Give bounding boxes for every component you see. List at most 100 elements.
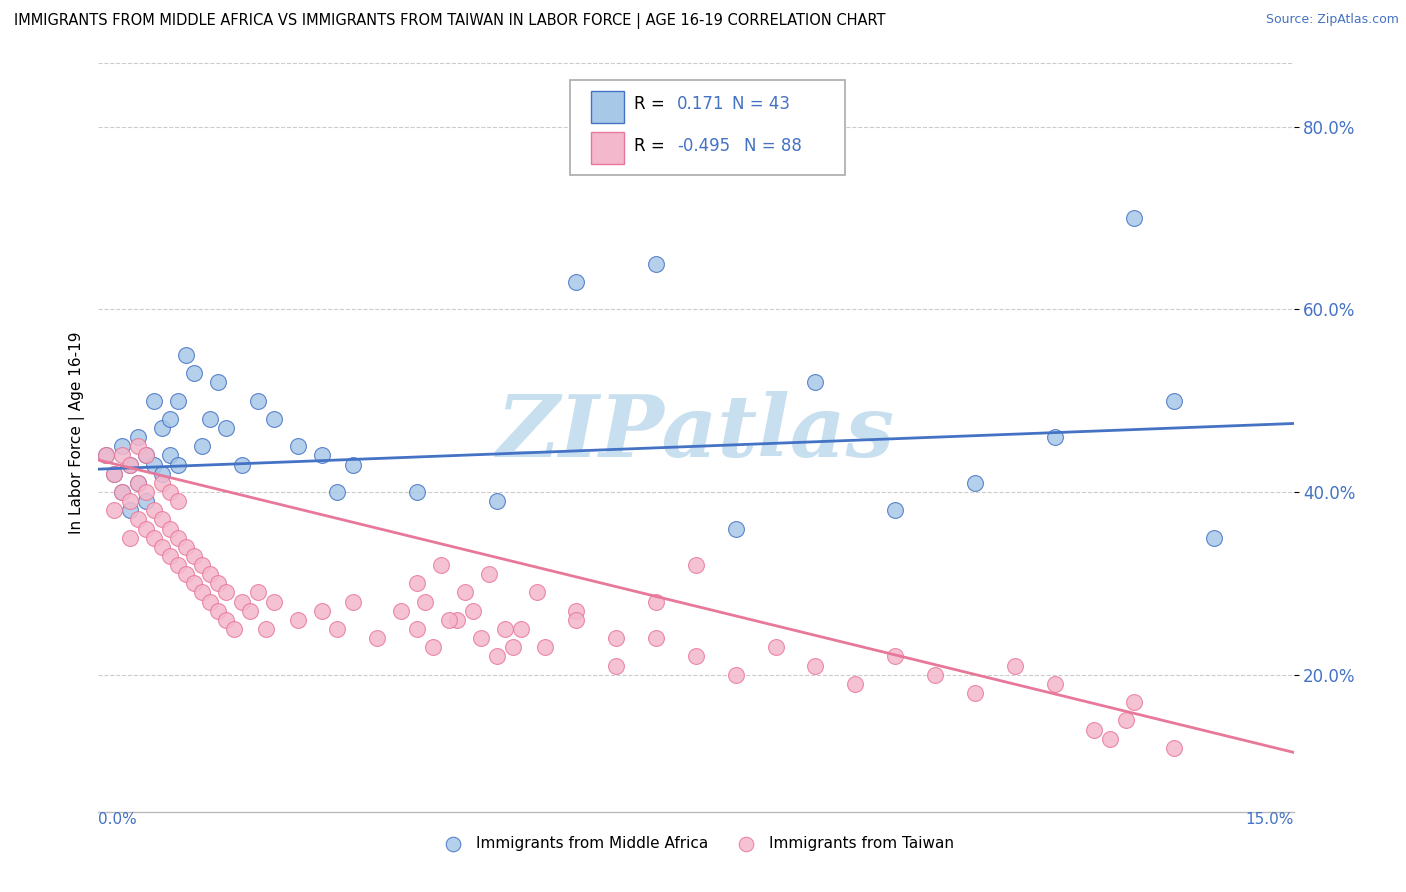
Point bbox=[111, 485, 134, 500]
Point bbox=[198, 594, 221, 608]
Point bbox=[246, 393, 269, 408]
Point bbox=[1202, 531, 1225, 545]
Point bbox=[485, 649, 508, 664]
Point bbox=[1115, 714, 1137, 728]
Point bbox=[183, 366, 205, 380]
Point bbox=[143, 503, 166, 517]
Point bbox=[263, 594, 285, 608]
Legend: Immigrants from Middle Africa, Immigrants from Taiwan: Immigrants from Middle Africa, Immigrant… bbox=[432, 830, 960, 857]
Point bbox=[222, 622, 245, 636]
Point bbox=[406, 576, 429, 591]
Point bbox=[183, 549, 205, 563]
Point bbox=[685, 649, 707, 664]
Point bbox=[96, 449, 118, 463]
Point bbox=[207, 376, 229, 390]
Point bbox=[470, 631, 492, 645]
Point bbox=[526, 585, 548, 599]
Point bbox=[565, 613, 588, 627]
Point bbox=[191, 439, 214, 453]
Point bbox=[198, 412, 221, 426]
Point bbox=[804, 658, 827, 673]
Point bbox=[135, 449, 157, 463]
Point bbox=[1123, 211, 1146, 225]
FancyBboxPatch shape bbox=[591, 91, 624, 123]
Text: Source: ZipAtlas.com: Source: ZipAtlas.com bbox=[1265, 13, 1399, 27]
Point bbox=[406, 485, 429, 500]
Point bbox=[1163, 740, 1185, 755]
Point bbox=[884, 649, 907, 664]
Point bbox=[342, 594, 364, 608]
Text: 15.0%: 15.0% bbox=[1246, 812, 1294, 827]
Point bbox=[111, 439, 134, 453]
Point bbox=[150, 512, 173, 526]
Text: N = 43: N = 43 bbox=[733, 95, 790, 113]
Point bbox=[254, 622, 277, 636]
Point bbox=[963, 686, 986, 700]
Point bbox=[167, 494, 190, 508]
Point bbox=[485, 494, 508, 508]
Point bbox=[246, 585, 269, 599]
Point bbox=[263, 412, 285, 426]
Point bbox=[1163, 393, 1185, 408]
Point bbox=[645, 631, 668, 645]
Point bbox=[884, 503, 907, 517]
Point bbox=[478, 567, 501, 582]
Point bbox=[1099, 731, 1122, 746]
Point bbox=[103, 503, 125, 517]
Point bbox=[533, 640, 555, 655]
Point bbox=[413, 594, 436, 608]
Point bbox=[143, 393, 166, 408]
Point bbox=[605, 631, 627, 645]
Point bbox=[406, 622, 429, 636]
Point bbox=[150, 475, 173, 490]
Point bbox=[239, 604, 262, 618]
Text: N = 88: N = 88 bbox=[744, 136, 801, 154]
Point bbox=[150, 540, 173, 554]
Point bbox=[311, 604, 333, 618]
Point bbox=[724, 522, 747, 536]
Point bbox=[159, 549, 181, 563]
Text: R =: R = bbox=[634, 136, 665, 154]
Text: 0.171: 0.171 bbox=[676, 95, 724, 113]
Point bbox=[231, 594, 253, 608]
Point bbox=[127, 475, 149, 490]
Point bbox=[509, 622, 531, 636]
Point bbox=[311, 449, 333, 463]
Point bbox=[804, 376, 827, 390]
Point bbox=[326, 622, 349, 636]
Point bbox=[215, 585, 238, 599]
Point bbox=[924, 667, 946, 681]
Point bbox=[454, 585, 477, 599]
FancyBboxPatch shape bbox=[591, 132, 624, 164]
Point bbox=[127, 430, 149, 444]
Point bbox=[326, 485, 349, 500]
Point bbox=[167, 393, 190, 408]
Point bbox=[120, 494, 142, 508]
Text: IMMIGRANTS FROM MIDDLE AFRICA VS IMMIGRANTS FROM TAIWAN IN LABOR FORCE | AGE 16-: IMMIGRANTS FROM MIDDLE AFRICA VS IMMIGRA… bbox=[14, 13, 886, 29]
Point bbox=[844, 677, 866, 691]
Point bbox=[127, 512, 149, 526]
FancyBboxPatch shape bbox=[571, 80, 845, 175]
Point bbox=[103, 467, 125, 481]
Point bbox=[1043, 430, 1066, 444]
Point bbox=[207, 576, 229, 591]
Point bbox=[198, 567, 221, 582]
Point bbox=[127, 439, 149, 453]
Point bbox=[215, 421, 238, 435]
Point bbox=[422, 640, 444, 655]
Point bbox=[174, 348, 197, 362]
Point bbox=[446, 613, 468, 627]
Point bbox=[207, 604, 229, 618]
Point bbox=[565, 604, 588, 618]
Point bbox=[150, 467, 173, 481]
Point bbox=[159, 522, 181, 536]
Point bbox=[127, 475, 149, 490]
Point bbox=[159, 449, 181, 463]
Point bbox=[461, 604, 484, 618]
Point bbox=[1004, 658, 1026, 673]
Point bbox=[167, 531, 190, 545]
Text: ZIPatlas: ZIPatlas bbox=[496, 391, 896, 475]
Text: R =: R = bbox=[634, 95, 665, 113]
Point bbox=[494, 622, 516, 636]
Point bbox=[724, 667, 747, 681]
